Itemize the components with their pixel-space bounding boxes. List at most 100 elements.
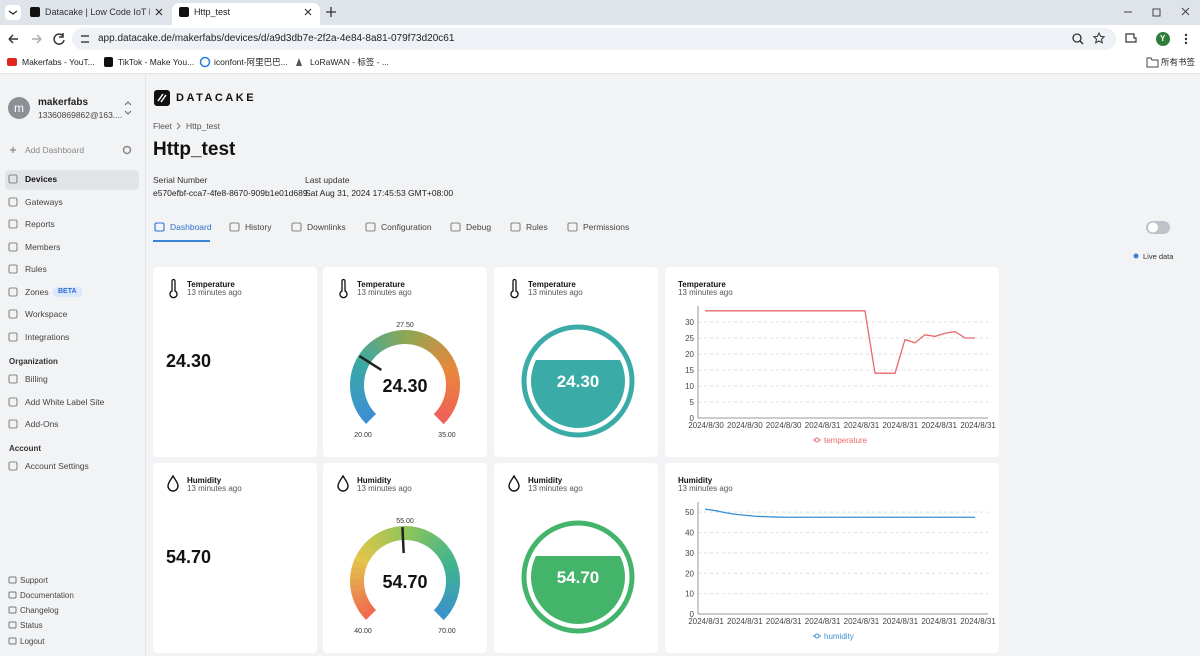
nav-item[interactable]: Add-Ons [25,419,59,429]
tab[interactable]: Permissions [583,222,630,232]
gauge-arc [443,588,459,599]
x-tick-label: 2024/8/31 [844,421,880,430]
gauge-arc [350,376,365,384]
breadcrumb[interactable]: Http_test [186,121,221,131]
widget-time: 13 minutes ago [678,288,733,297]
zoom[interactable] [1072,33,1082,43]
beta-badge: BETA [53,287,82,297]
url[interactable]: app.datacake.de/makerfabs/devices/d/a9d3… [98,33,455,44]
gauge-arc [439,402,455,415]
gauge-arc [423,531,436,548]
site-info[interactable] [81,35,89,43]
widget-title: Temperature [528,280,576,289]
nav-item[interactable]: Add White Label Site [25,397,105,407]
window-controls[interactable] [1124,7,1190,17]
bookmark[interactable]: Makerfabs - YouT... [22,57,95,67]
profile[interactable] [1156,32,1170,46]
y-tick-label: 50 [685,508,694,517]
all-bookmarks[interactable]: 所有书签 [1161,57,1196,67]
gauge-arc [364,538,379,554]
tab[interactable]: Debug [466,222,492,232]
gauge-arc [352,397,368,409]
active-tab[interactable] [172,3,320,25]
gauge-arc [435,543,450,558]
tab-title[interactable]: Datacake | Low Code IoT Plat [45,7,150,17]
new-tab[interactable] [326,7,336,17]
footer-icon [8,591,17,599]
nav-item[interactable]: Zones [25,287,49,297]
gauge-arc [442,397,458,409]
footer-link[interactable]: Status [20,621,43,630]
tab-close[interactable] [155,8,312,16]
bookmark-star[interactable] [1092,31,1106,44]
gauge-arc [423,335,436,352]
x-tick-label: 2024/8/30 [727,421,763,430]
back[interactable] [8,34,18,44]
y-tick-label: 30 [685,549,694,558]
gauge-arc [385,331,396,347]
nav-item[interactable]: Members [25,242,61,252]
nav-icon [8,242,18,252]
gauge-arc [443,392,459,403]
nav-item[interactable]: Devices [25,174,58,184]
gauge-arc [350,387,365,396]
forward[interactable] [32,34,42,44]
bookmark[interactable]: TikTok - Make You... [118,57,195,67]
profile-letter[interactable]: Y [1160,34,1166,43]
widget-value: 24.30 [166,351,211,371]
address-bar[interactable] [72,28,1116,50]
nav-item[interactable]: Workspace [25,309,68,319]
gauge-mid: 55.00 [396,518,414,525]
extensions[interactable] [1125,33,1137,43]
avatar-letter: m [14,101,24,115]
gauge-arc [369,535,383,550]
x-tick-label: 2024/8/31 [766,617,802,626]
gauge-arc [414,331,425,347]
bookmark[interactable]: LoRaWAN - 标签 - ... [310,57,390,67]
gauge-needle [401,527,405,554]
gauge-arc [442,559,459,571]
reload[interactable] [53,33,65,45]
add-dashboard[interactable]: Add Dashboard [25,145,85,155]
settings[interactable] [122,145,132,155]
tab[interactable]: Dashboard [170,222,212,232]
widget-title: Temperature [357,280,405,289]
tab-title[interactable]: Http_test [194,7,231,17]
active-nav [5,170,139,190]
widget-time: 13 minutes ago [528,484,583,493]
legend-dot [814,633,820,639]
footer-link[interactable]: Logout [20,637,45,646]
nav-item[interactable]: Gateways [25,197,63,207]
nav-item[interactable]: Integrations [25,332,70,342]
footer-link[interactable]: Documentation [20,591,74,600]
nav-item[interactable]: Rules [25,264,47,274]
tab-menu[interactable] [5,5,21,20]
bookmark[interactable]: iconfont-阿里巴巴... [214,57,288,67]
widget-graphic: 24.30 [510,278,635,438]
nav-item[interactable]: Reports [25,219,55,229]
gauge-arc [385,527,396,543]
tab[interactable]: Configuration [381,222,432,232]
gauge-arc [435,347,450,362]
tab[interactable]: Rules [526,222,548,232]
gauge-arc [433,410,449,425]
tab[interactable]: Downlinks [307,222,346,232]
gauge-value: 24.30 [382,376,427,396]
tab-icon [510,222,521,232]
nav-item[interactable]: Account Settings [25,461,89,471]
gauge-arc [409,330,419,346]
tab[interactable]: History [245,222,272,232]
breadcrumb[interactable]: Fleet [153,121,172,131]
series-line [704,508,975,518]
gauge-arc [431,539,446,554]
tab-icon [567,222,578,232]
footer-link[interactable]: Changelog [20,606,59,615]
gauge-max: 35.00 [438,432,456,439]
footer-icon [8,621,17,629]
x-tick-label: 2024/8/31 [921,421,957,430]
gauge-arc [380,333,392,349]
nav-item[interactable]: Billing [25,374,48,384]
nav-icon [8,309,18,319]
footer-link[interactable]: Support [20,576,49,585]
avatar [8,97,30,119]
